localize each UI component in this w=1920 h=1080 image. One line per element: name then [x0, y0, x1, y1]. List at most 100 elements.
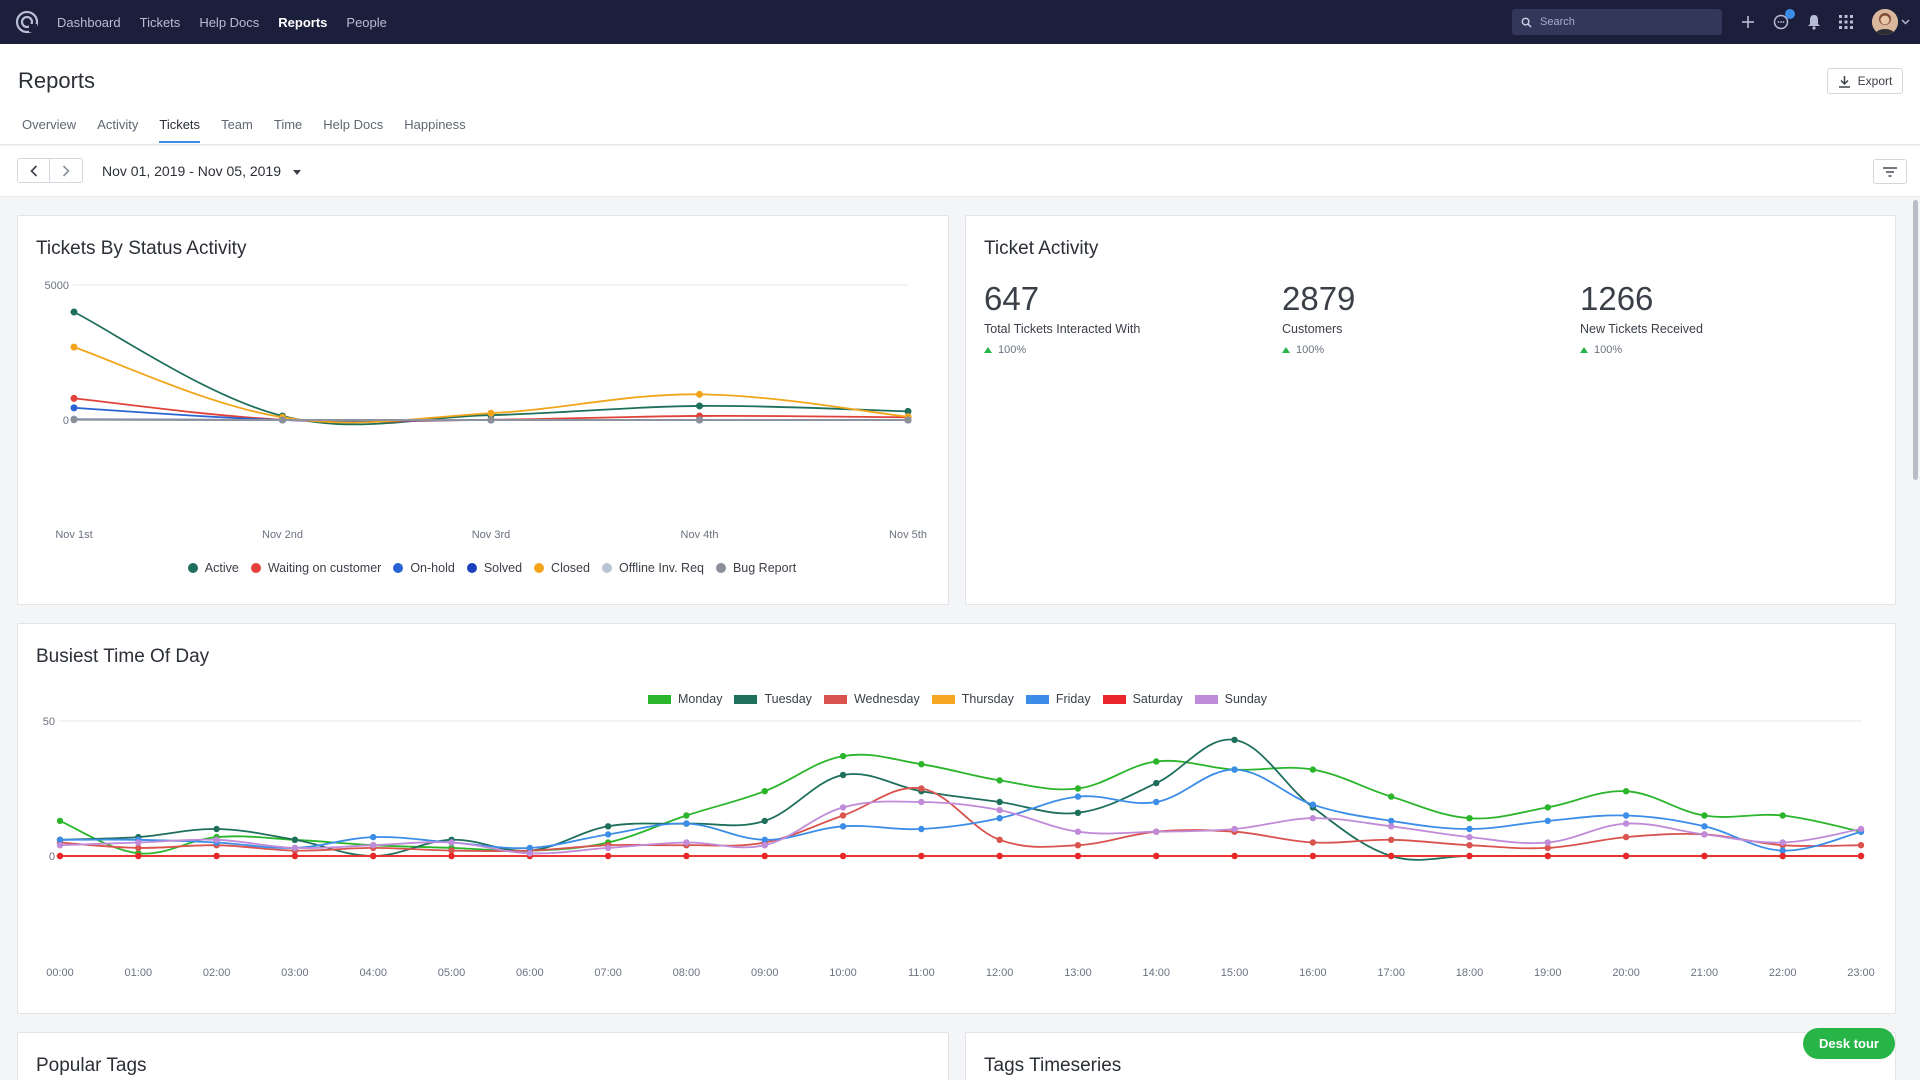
data-point-active[interactable] — [904, 407, 912, 415]
data-point-wednesday[interactable] — [135, 844, 142, 852]
legend-item-thursday[interactable]: Thursday — [931, 692, 1014, 706]
search-input[interactable] — [1540, 16, 1710, 28]
data-point-monday[interactable] — [1701, 812, 1708, 819]
data-point-tuesday[interactable] — [996, 798, 1003, 806]
data-point-sunday[interactable] — [135, 839, 142, 846]
next-period-button[interactable] — [50, 159, 82, 182]
data-point-monday[interactable] — [918, 761, 925, 768]
data-point-tuesday[interactable] — [604, 823, 612, 830]
previous-period-button[interactable] — [18, 159, 51, 182]
data-point-bug-report[interactable] — [904, 416, 912, 424]
data-point-saturday[interactable] — [370, 852, 377, 860]
data-point-friday[interactable] — [526, 844, 534, 852]
data-point-sunday[interactable] — [1309, 815, 1317, 822]
legend-item-sunday[interactable]: Sunday — [1194, 692, 1267, 706]
data-point-wednesday[interactable] — [1466, 842, 1473, 849]
data-point-sunday[interactable] — [1779, 839, 1786, 846]
tab-happiness[interactable]: Happiness — [404, 117, 466, 132]
chat-icon[interactable] — [1770, 9, 1795, 33]
data-point-monday[interactable] — [56, 817, 64, 825]
data-point-friday[interactable] — [1074, 793, 1082, 800]
data-point-saturday[interactable] — [1231, 852, 1238, 860]
data-point-friday[interactable] — [839, 823, 847, 830]
add-icon[interactable] — [1737, 11, 1759, 33]
data-point-monday[interactable] — [996, 777, 1003, 784]
data-point-sunday[interactable] — [1153, 828, 1160, 835]
data-point-closed[interactable] — [487, 409, 495, 417]
data-point-saturday[interactable] — [135, 852, 142, 860]
data-point-friday[interactable] — [1466, 825, 1473, 833]
data-point-sunday[interactable] — [370, 842, 377, 849]
data-point-sunday[interactable] — [683, 839, 690, 846]
data-point-friday[interactable] — [56, 836, 64, 843]
data-point-sunday[interactable] — [1074, 828, 1082, 835]
data-point-sunday[interactable] — [1622, 820, 1630, 827]
data-point-saturday[interactable] — [1622, 852, 1630, 860]
data-point-tuesday[interactable] — [213, 825, 220, 833]
legend-item-friday[interactable]: Friday — [1025, 692, 1091, 706]
data-point-saturday[interactable] — [1701, 852, 1708, 860]
tab-help-docs[interactable]: Help Docs — [323, 117, 384, 132]
page-scrollbar[interactable] — [1913, 200, 1918, 480]
data-point-saturday[interactable] — [1309, 852, 1317, 860]
data-point-saturday[interactable] — [1779, 852, 1786, 860]
data-point-tuesday[interactable] — [839, 771, 847, 779]
data-point-bug-report[interactable] — [487, 416, 495, 424]
data-point-bug-report[interactable] — [279, 416, 286, 424]
data-point-friday[interactable] — [604, 831, 612, 838]
data-point-monday[interactable] — [1153, 758, 1160, 765]
data-point-active[interactable] — [696, 402, 703, 410]
data-point-tuesday[interactable] — [291, 836, 299, 843]
data-point-monday[interactable] — [1074, 785, 1082, 792]
data-point-waiting-on-customer[interactable] — [70, 394, 78, 402]
tab-tickets[interactable]: Tickets — [159, 117, 201, 143]
data-point-saturday[interactable] — [291, 852, 299, 860]
data-point-friday[interactable] — [1544, 817, 1551, 825]
tab-time[interactable]: Time — [273, 117, 303, 132]
data-point-saturday[interactable] — [1387, 852, 1395, 860]
data-point-tuesday[interactable] — [1231, 736, 1238, 744]
nav-link-people[interactable]: People — [346, 14, 387, 30]
data-point-sunday[interactable] — [1231, 825, 1238, 833]
data-point-saturday[interactable] — [761, 852, 768, 860]
data-point-sunday[interactable] — [761, 842, 768, 849]
data-point-saturday[interactable] — [1466, 852, 1473, 860]
data-point-monday[interactable] — [1309, 766, 1317, 773]
data-point-saturday[interactable] — [1153, 852, 1160, 860]
data-point-friday[interactable] — [370, 833, 377, 841]
legend-item-active[interactable]: Active — [187, 561, 239, 575]
data-point-friday[interactable] — [761, 836, 768, 843]
data-point-monday[interactable] — [1544, 804, 1551, 811]
data-point-wednesday[interactable] — [1074, 842, 1082, 849]
tab-activity[interactable]: Activity — [97, 117, 139, 132]
legend-item-offline-inv-req[interactable]: Offline Inv. Req — [601, 561, 704, 575]
data-point-saturday[interactable] — [213, 852, 220, 860]
data-point-friday[interactable] — [1387, 817, 1395, 825]
apps-grid-icon[interactable] — [1835, 11, 1857, 33]
data-point-sunday[interactable] — [604, 844, 612, 852]
legend-item-closed[interactable]: Closed — [534, 561, 590, 575]
data-point-wednesday[interactable] — [1857, 842, 1865, 849]
app-logo-icon[interactable] — [13, 8, 41, 36]
desk-tour-button[interactable]: Desk tour — [1803, 1028, 1895, 1059]
data-point-wednesday[interactable] — [1544, 844, 1551, 852]
data-point-saturday[interactable] — [683, 852, 690, 860]
bell-icon[interactable] — [1803, 11, 1825, 33]
data-point-wednesday[interactable] — [1387, 836, 1395, 843]
data-point-wednesday[interactable] — [839, 812, 847, 819]
filter-button[interactable] — [1873, 159, 1907, 184]
data-point-wednesday[interactable] — [1309, 839, 1317, 846]
chevron-down-icon[interactable] — [1899, 11, 1911, 33]
user-avatar[interactable] — [1872, 9, 1898, 35]
data-point-sunday[interactable] — [1701, 831, 1708, 838]
data-point-monday[interactable] — [1387, 793, 1395, 800]
data-point-wednesday[interactable] — [918, 785, 925, 792]
data-point-wednesday[interactable] — [1622, 833, 1630, 841]
legend-item-on-hold[interactable]: On-hold — [393, 561, 455, 575]
nav-link-tickets[interactable]: Tickets — [139, 14, 181, 30]
date-range-selector[interactable]: Nov 01, 2019 - Nov 05, 2019 — [102, 163, 301, 179]
data-point-friday[interactable] — [996, 815, 1003, 822]
data-point-saturday[interactable] — [448, 852, 455, 860]
tab-team[interactable]: Team — [221, 117, 253, 132]
data-point-monday[interactable] — [761, 788, 768, 795]
